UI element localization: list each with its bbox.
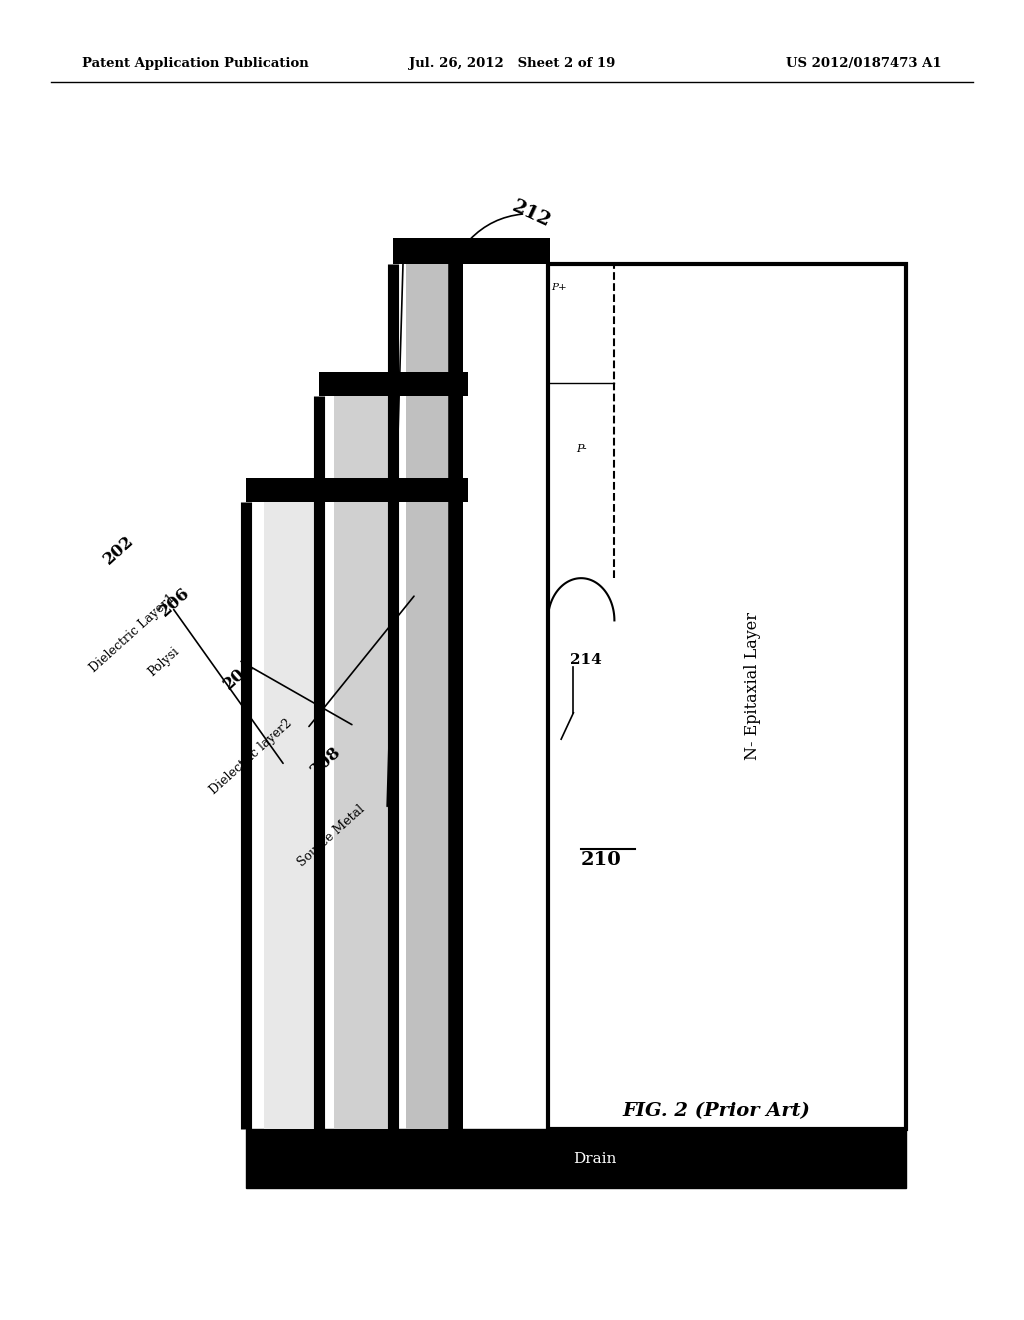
- Text: US 2012/0187473 A1: US 2012/0187473 A1: [786, 57, 942, 70]
- Text: 212: 212: [509, 198, 553, 231]
- Bar: [319, 372, 468, 396]
- Text: P-: P-: [575, 444, 587, 454]
- Bar: [548, 264, 906, 1129]
- Text: 202: 202: [100, 532, 137, 568]
- Bar: [406, 264, 451, 1129]
- Text: Polysi: Polysi: [145, 644, 181, 678]
- Bar: [264, 502, 319, 1129]
- Bar: [246, 478, 468, 502]
- Text: Source Metal: Source Metal: [295, 803, 367, 869]
- Text: Jul. 26, 2012   Sheet 2 of 19: Jul. 26, 2012 Sheet 2 of 19: [409, 57, 615, 70]
- Text: Drain: Drain: [573, 1152, 616, 1166]
- Bar: [246, 1129, 906, 1188]
- Text: 210: 210: [581, 851, 622, 870]
- Text: 206: 206: [157, 585, 194, 620]
- Text: Dielectric Layer1: Dielectric Layer1: [87, 591, 177, 675]
- Bar: [334, 396, 393, 1129]
- Bar: [393, 238, 550, 264]
- Bar: [451, 264, 463, 1129]
- Text: Dielectric layer2: Dielectric layer2: [207, 717, 294, 797]
- Text: 214: 214: [570, 653, 602, 667]
- Text: FIG. 2 (Prior Art): FIG. 2 (Prior Art): [623, 1102, 811, 1121]
- Text: P+: P+: [551, 284, 566, 292]
- Text: 204: 204: [220, 657, 257, 693]
- Text: 208: 208: [307, 743, 344, 779]
- Text: Patent Application Publication: Patent Application Publication: [82, 57, 308, 70]
- Text: N- Epitaxial Layer: N- Epitaxial Layer: [744, 612, 761, 760]
